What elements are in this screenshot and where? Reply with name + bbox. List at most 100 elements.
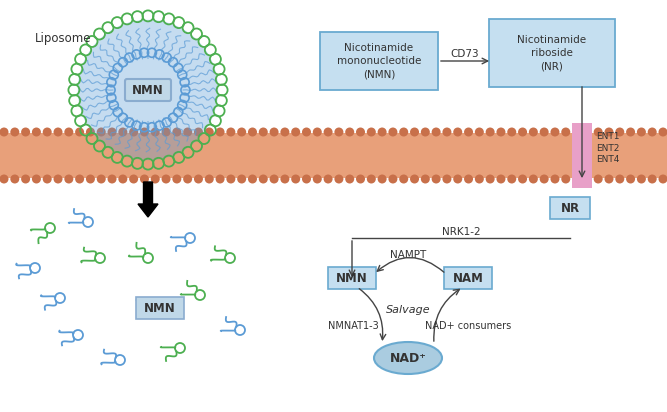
Circle shape: [410, 175, 419, 183]
Circle shape: [129, 175, 138, 183]
Text: ENT1
ENT2
ENT4: ENT1 ENT2 ENT4: [596, 132, 620, 164]
Circle shape: [594, 127, 603, 136]
Circle shape: [561, 127, 570, 136]
Circle shape: [161, 175, 171, 183]
Circle shape: [226, 127, 235, 136]
Circle shape: [346, 175, 354, 183]
Circle shape: [269, 175, 279, 183]
FancyBboxPatch shape: [550, 197, 590, 219]
Circle shape: [291, 175, 300, 183]
Circle shape: [518, 127, 527, 136]
Circle shape: [10, 127, 19, 136]
Circle shape: [529, 127, 538, 136]
Circle shape: [151, 127, 159, 136]
FancyBboxPatch shape: [444, 267, 492, 289]
Text: Salvage: Salvage: [386, 305, 430, 315]
Circle shape: [259, 175, 267, 183]
Circle shape: [172, 175, 181, 183]
Text: NRK1-2: NRK1-2: [442, 227, 480, 237]
Circle shape: [21, 127, 30, 136]
Circle shape: [615, 175, 624, 183]
Circle shape: [572, 175, 581, 183]
Circle shape: [161, 127, 171, 136]
Circle shape: [107, 127, 117, 136]
Circle shape: [194, 127, 203, 136]
Circle shape: [561, 175, 570, 183]
Circle shape: [583, 127, 592, 136]
Circle shape: [21, 175, 30, 183]
Circle shape: [572, 127, 581, 136]
Circle shape: [259, 127, 267, 136]
Circle shape: [323, 175, 333, 183]
Text: NMN: NMN: [132, 84, 164, 96]
Circle shape: [508, 175, 516, 183]
Circle shape: [323, 127, 333, 136]
Circle shape: [356, 127, 365, 136]
FancyBboxPatch shape: [136, 297, 184, 319]
Circle shape: [637, 175, 646, 183]
Circle shape: [454, 175, 462, 183]
Circle shape: [442, 127, 452, 136]
Circle shape: [410, 127, 419, 136]
Circle shape: [550, 175, 560, 183]
Circle shape: [518, 175, 527, 183]
Circle shape: [237, 127, 246, 136]
Circle shape: [302, 127, 311, 136]
Circle shape: [658, 127, 667, 136]
Text: NMN: NMN: [144, 302, 176, 314]
Circle shape: [508, 127, 516, 136]
Circle shape: [637, 127, 646, 136]
Circle shape: [496, 127, 506, 136]
Circle shape: [280, 127, 289, 136]
Text: NAD⁺: NAD⁺: [390, 351, 426, 365]
Circle shape: [496, 175, 506, 183]
Circle shape: [215, 127, 225, 136]
Circle shape: [280, 175, 289, 183]
Circle shape: [43, 175, 52, 183]
Circle shape: [64, 175, 73, 183]
Circle shape: [486, 175, 495, 183]
Circle shape: [442, 175, 452, 183]
Text: Nicotinamide
riboside
(NR): Nicotinamide riboside (NR): [518, 35, 586, 71]
Circle shape: [388, 175, 398, 183]
Circle shape: [0, 127, 9, 136]
FancyBboxPatch shape: [125, 79, 171, 101]
Circle shape: [400, 127, 408, 136]
Ellipse shape: [78, 20, 218, 160]
Circle shape: [172, 127, 181, 136]
Text: CD73: CD73: [451, 49, 480, 59]
Circle shape: [356, 175, 365, 183]
Circle shape: [97, 175, 106, 183]
Text: NMNAT1-3: NMNAT1-3: [327, 321, 378, 331]
Ellipse shape: [374, 342, 442, 374]
Circle shape: [432, 175, 441, 183]
Circle shape: [302, 175, 311, 183]
Circle shape: [334, 127, 344, 136]
Circle shape: [86, 175, 95, 183]
Circle shape: [550, 127, 560, 136]
Circle shape: [648, 127, 657, 136]
FancyBboxPatch shape: [320, 32, 438, 90]
Circle shape: [388, 127, 398, 136]
Circle shape: [53, 175, 63, 183]
Circle shape: [486, 127, 495, 136]
Circle shape: [475, 127, 484, 136]
Circle shape: [378, 127, 387, 136]
Circle shape: [32, 127, 41, 136]
Circle shape: [464, 127, 473, 136]
Circle shape: [464, 175, 473, 183]
Circle shape: [475, 175, 484, 183]
Text: NAD+ consumers: NAD+ consumers: [425, 321, 511, 331]
Circle shape: [313, 175, 321, 183]
Circle shape: [205, 175, 213, 183]
Circle shape: [248, 175, 257, 183]
Text: NMN: NMN: [336, 272, 368, 285]
Text: Nicotinamide
mononucleotide
(NMN): Nicotinamide mononucleotide (NMN): [337, 43, 421, 79]
Circle shape: [334, 175, 344, 183]
Bar: [0, 133, 667, 178]
Circle shape: [237, 175, 246, 183]
Circle shape: [648, 175, 657, 183]
Circle shape: [10, 175, 19, 183]
Circle shape: [658, 175, 667, 183]
Circle shape: [43, 127, 52, 136]
